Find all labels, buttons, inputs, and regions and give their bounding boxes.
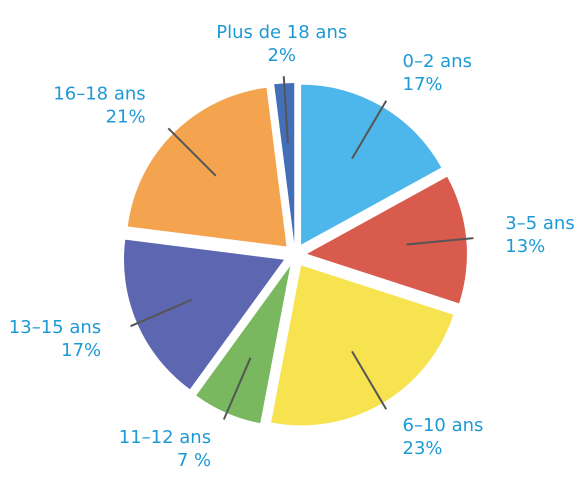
value-label: 2% bbox=[267, 45, 296, 66]
value-label: 13% bbox=[505, 236, 545, 257]
pie-slice bbox=[274, 83, 295, 244]
value-label: 7 % bbox=[177, 450, 211, 471]
value-label: 17% bbox=[61, 340, 101, 361]
leader-line bbox=[351, 350, 388, 410]
pie-slice bbox=[301, 84, 442, 245]
value-label: 21% bbox=[106, 107, 146, 128]
category-label: 0–2 ans bbox=[403, 51, 472, 72]
category-label: 16–18 ans bbox=[53, 84, 145, 105]
leader-line bbox=[282, 76, 289, 144]
category-label: Plus de 18 ans bbox=[216, 22, 347, 43]
value-label: 23% bbox=[403, 438, 443, 459]
leader-line bbox=[130, 298, 193, 328]
pie-slice bbox=[196, 266, 291, 424]
leader-line bbox=[222, 357, 252, 420]
leader-line bbox=[406, 237, 474, 246]
pie-slice bbox=[306, 176, 467, 304]
category-label: 3–5 ans bbox=[505, 213, 574, 234]
category-label: 13–15 ans bbox=[9, 317, 101, 338]
value-label: 17% bbox=[403, 74, 443, 95]
pie-slice bbox=[123, 239, 284, 390]
leader-line bbox=[351, 100, 388, 160]
pie-slice bbox=[271, 265, 454, 426]
leader-line bbox=[167, 127, 217, 177]
category-label: 6–10 ans bbox=[403, 415, 484, 436]
category-label: 11–12 ans bbox=[119, 427, 211, 448]
